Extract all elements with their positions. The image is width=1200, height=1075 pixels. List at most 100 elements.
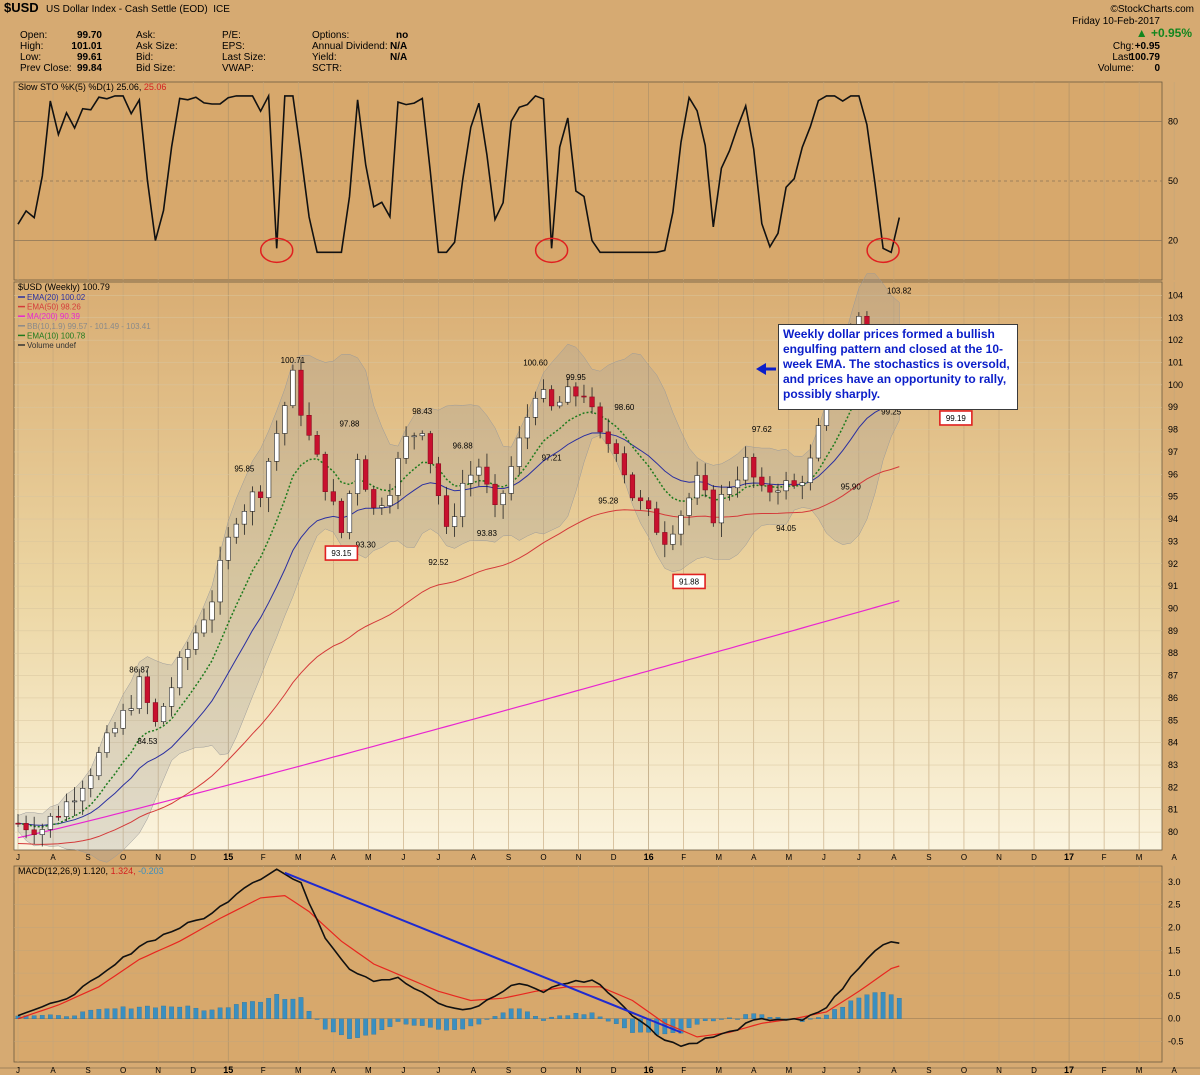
x-tick-label: N [576,853,582,862]
candle [743,456,749,481]
y-tick-label: 93 [1168,536,1178,546]
price-label: 93.83 [477,529,498,538]
stat-label: Yield: [312,52,337,63]
price-label: 95.90 [841,483,862,492]
macd-histogram-bar [824,1014,829,1019]
macd-histogram-bar [508,1008,514,1019]
candle [613,443,619,454]
x-tick-label-macd: M [785,1066,792,1075]
macd-histogram-bar [678,1018,684,1034]
candle [775,490,781,493]
candle [427,433,433,465]
oversold-circle [534,237,569,264]
candle [47,815,53,830]
candle [177,657,183,689]
y-tick-label: 80 [1168,827,1178,837]
x-tick-label: A [1171,853,1177,862]
stat-label: Ask Size: [136,41,178,52]
candle [589,396,595,408]
candle [274,433,280,462]
macd-histogram-bar [80,1011,86,1019]
legend-entry: BB(10,1.9) 99.57 - 101.49 - 103.41 [27,322,151,331]
candle [338,500,345,533]
candle [734,479,741,489]
candle [225,536,231,561]
macd-histogram-bar [330,1018,336,1033]
candle [266,461,272,498]
x-tick-label-macd: J [401,1066,405,1075]
candle [71,800,78,803]
macd-y-tick-label: 2.0 [1168,923,1181,933]
stockcharts-credit: ©StockCharts.com [1110,4,1194,15]
quote-date: Friday 10-Feb-2017 [1072,16,1160,27]
candle [629,474,636,499]
x-tick-label: J [16,853,20,862]
x-tick-label: F [1102,853,1107,862]
x-tick-label-macd: A [50,1066,56,1075]
macd-histogram-bar [452,1018,457,1030]
sto-y-tick-label: 50 [1168,176,1178,186]
x-tick-label: A [50,853,56,862]
stat-label: Low: [20,52,42,63]
x-tick-label-macd: O [540,1066,546,1075]
candle [540,389,547,399]
candle [185,649,191,658]
candle [112,727,118,734]
stochastic-line [17,92,901,254]
candle [476,466,482,476]
stochastic-legend: Slow STO %K(5) %D(1) 25.06, 25.06 [18,82,166,92]
y-tick-label: 97 [1168,447,1178,457]
y-tick-label: 83 [1168,760,1178,770]
candle [718,494,725,524]
y-tick-label: 81 [1168,805,1178,815]
candle [621,453,627,476]
macd-histogram-bar [306,1011,312,1019]
macd-histogram-bar [120,1006,126,1019]
candle [88,775,94,789]
boxed-price-label-box [324,545,359,561]
candle [492,483,498,506]
candle [354,459,361,494]
macd-histogram-bar [233,1004,239,1019]
candle [306,415,312,436]
sto-k-value: 25.06 [116,82,139,92]
macd-panel [13,865,1163,1063]
x-tick-label: 15 [223,852,233,862]
candle [524,417,530,439]
macd-histogram-bar [403,1018,409,1025]
macd-signal-value: 1.324, [111,866,139,876]
x-tick-label-macd: J [16,1066,20,1075]
candle [15,822,21,825]
stat-value: no [396,30,409,41]
candle [710,489,716,524]
macd-histogram-bar [492,1016,498,1019]
candle [468,474,474,484]
macd-histogram-bar [638,1018,643,1033]
x-tick-label-macd: M [365,1066,372,1075]
macd-histogram-bar [128,1008,134,1019]
x-tick-label: D [1031,853,1037,862]
price-label: 97.21 [542,453,563,462]
macd-histogram-bar [710,1018,716,1022]
y-tick-label: 84 [1168,738,1178,748]
candle [670,533,676,545]
y-tick-label: 89 [1168,626,1178,636]
boxed-price-label: 99.19 [946,414,967,423]
macd-histogram-bar [751,1013,757,1019]
exchange-label: ICE [213,4,230,15]
macd-legend: MACD(12,26,9) 1.120, 1.324, -0.203 [18,866,164,876]
candle [169,687,175,707]
stat-label: Options: [312,30,350,41]
candle [484,466,490,485]
macd-histogram-bar [807,1018,813,1020]
stat-value: 0 [1154,63,1160,74]
x-tick-label: S [506,853,511,862]
macd-histogram-bar [848,1000,854,1019]
y-tick-label: 99 [1168,402,1178,412]
macd-histogram-bar [589,1012,595,1019]
macd-histogram-bar [153,1007,158,1019]
x-tick-label-macd: J [436,1066,440,1075]
candle [597,406,603,433]
macd-histogram-bar [266,998,271,1019]
stat-label: Bid Size: [136,63,176,74]
